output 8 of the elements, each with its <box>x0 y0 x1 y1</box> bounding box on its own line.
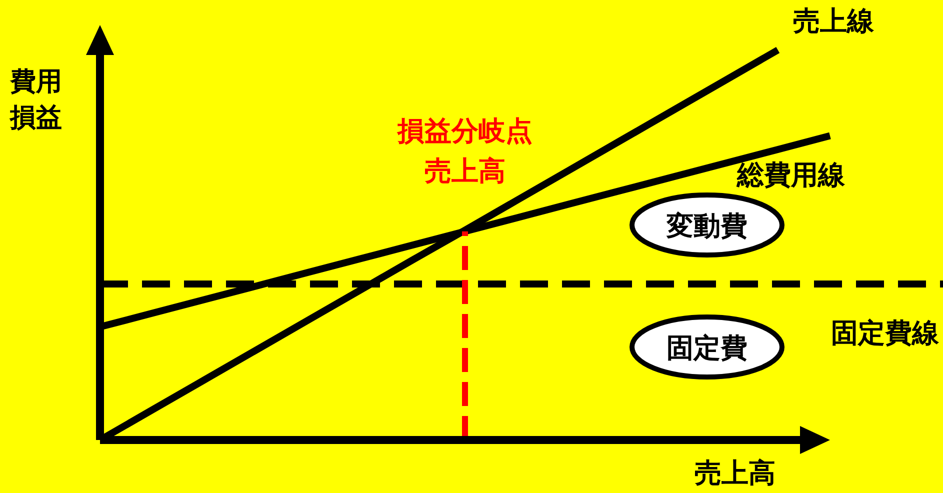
ref-line-label: 固定費線 <box>831 318 940 349</box>
x-axis-title: 売上高 <box>694 458 776 489</box>
y-axis-title: 費用損益 <box>9 67 62 133</box>
series-label: 総費用線 <box>736 160 846 191</box>
annotation: 変動費 <box>666 211 748 242</box>
series-label: 売上線 <box>792 6 875 37</box>
annotation: 固定費 <box>666 333 748 364</box>
annotation: 損益分岐点売上高 <box>396 116 532 187</box>
